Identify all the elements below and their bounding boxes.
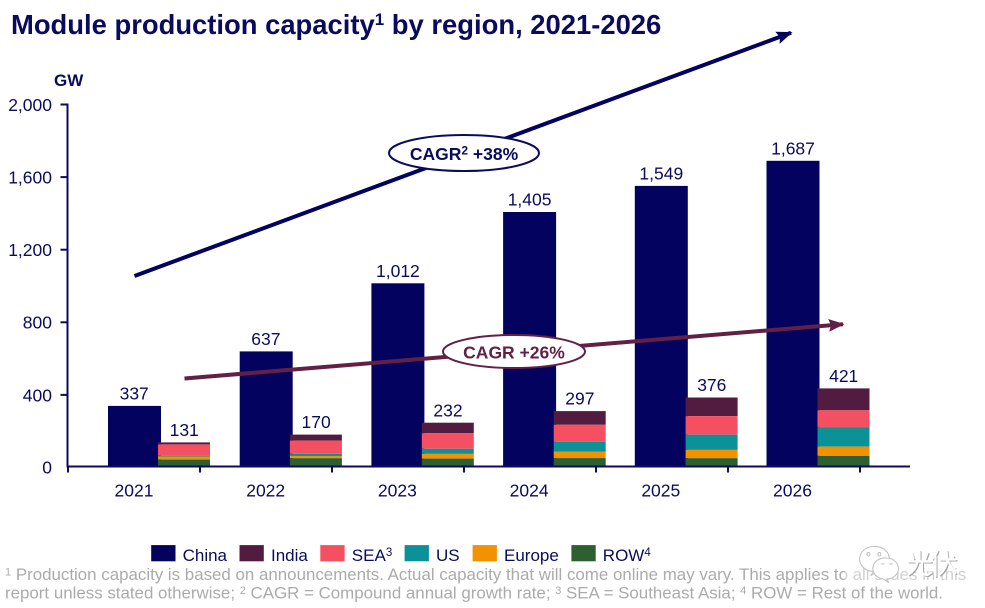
svg-text:2,000: 2,000: [8, 95, 52, 115]
svg-text:2024: 2024: [510, 481, 549, 501]
svg-text:China: China: [183, 546, 228, 565]
svg-text:2022: 2022: [246, 481, 285, 501]
svg-text:2021: 2021: [115, 481, 154, 501]
svg-text:India: India: [271, 546, 308, 565]
svg-text:1,600: 1,600: [8, 168, 52, 188]
svg-text:421: 421: [829, 366, 858, 386]
svg-text:ROW4: ROW4: [603, 546, 652, 565]
svg-text:2023: 2023: [378, 481, 417, 501]
svg-text:CAGR2 +38%: CAGR2 +38%: [410, 144, 519, 165]
svg-text:400: 400: [23, 385, 52, 405]
svg-text:1,549: 1,549: [639, 164, 683, 184]
svg-text:2025: 2025: [641, 481, 680, 501]
svg-text:1,687: 1,687: [771, 138, 815, 158]
svg-text:0: 0: [42, 457, 52, 477]
svg-text:376: 376: [697, 375, 726, 395]
svg-text:Europe: Europe: [504, 546, 559, 565]
svg-text:report unless stated otherwise: report unless stated otherwise; 2 CAGR =…: [5, 584, 943, 603]
svg-text:1,405: 1,405: [508, 190, 552, 210]
svg-text:131: 131: [170, 420, 199, 440]
svg-text:232: 232: [433, 400, 462, 420]
svg-text:637: 637: [251, 329, 280, 349]
svg-text:1 Production capacity is based: 1 Production capacity is based on announ…: [5, 565, 966, 584]
svg-text:GW: GW: [54, 71, 84, 90]
svg-text:337: 337: [120, 384, 149, 404]
svg-text:CAGR +26%: CAGR +26%: [463, 343, 565, 363]
svg-text:US: US: [436, 546, 460, 565]
svg-text:1,012: 1,012: [376, 261, 420, 281]
svg-text:297: 297: [565, 389, 594, 409]
svg-text:800: 800: [23, 313, 52, 333]
svg-text:SEA3: SEA3: [352, 546, 392, 565]
svg-text:Module production capacity1 by: Module production capacity1 by region, 2…: [11, 9, 661, 40]
svg-text:170: 170: [301, 412, 330, 432]
svg-text:2026: 2026: [773, 481, 812, 501]
svg-text:1,200: 1,200: [8, 240, 52, 260]
